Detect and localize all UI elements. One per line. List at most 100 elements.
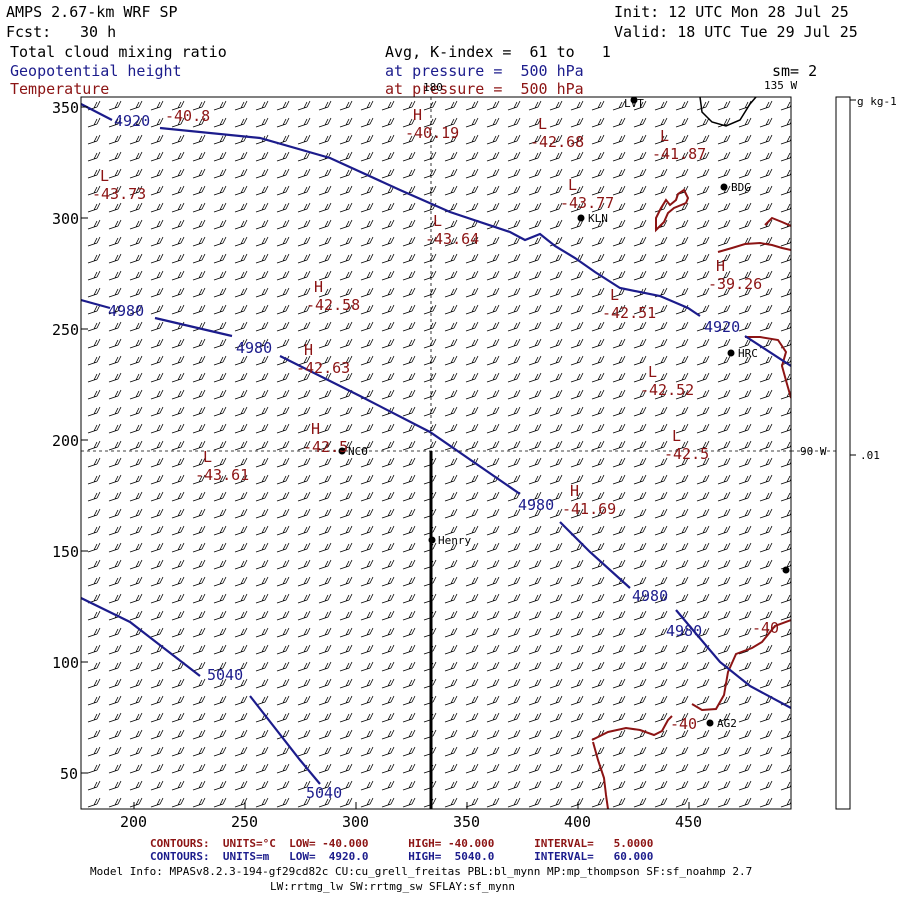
wind-barb <box>360 457 374 468</box>
wind-barb <box>171 508 185 519</box>
temp-high-marker: H <box>304 341 314 359</box>
wind-barb <box>423 321 437 332</box>
wind-barb <box>171 253 185 264</box>
wind-barb <box>486 355 500 366</box>
wind-barb <box>234 168 248 179</box>
wind-barb <box>297 236 311 247</box>
wind-barb <box>339 338 353 349</box>
wind-barb <box>255 746 269 757</box>
wind-barb <box>360 338 374 349</box>
wind-barb <box>150 202 164 213</box>
wind-barb <box>381 780 395 791</box>
wind-barb <box>696 287 710 298</box>
wind-barb <box>507 593 521 604</box>
wind-barb <box>612 729 626 740</box>
wind-barb <box>633 627 647 638</box>
wind-barb <box>255 338 269 349</box>
wind-barb <box>465 185 479 196</box>
wind-barb <box>423 117 437 128</box>
wind-barb <box>108 474 122 485</box>
wind-barb <box>696 712 710 723</box>
wind-barb <box>402 287 416 298</box>
wind-barb <box>549 678 563 689</box>
wind-barb <box>570 151 584 162</box>
wind-barb <box>360 423 374 434</box>
wind-barb <box>465 525 479 536</box>
wind-barb <box>213 593 227 604</box>
wind-barb <box>297 729 311 740</box>
wind-barb <box>612 134 626 145</box>
wind-barb <box>507 423 521 434</box>
wind-barb <box>360 202 374 213</box>
wind-barb <box>297 457 311 468</box>
wind-barb <box>87 525 101 536</box>
wind-barb <box>87 712 101 723</box>
wind-barb <box>612 508 626 519</box>
wind-barb <box>255 151 269 162</box>
wind-barb <box>444 423 458 434</box>
wind-barb <box>234 678 248 689</box>
wind-barb <box>528 457 542 468</box>
wind-barb <box>129 525 143 536</box>
wind-barb <box>654 389 668 400</box>
wind-barb <box>234 287 248 298</box>
wind-barb <box>318 338 332 349</box>
wind-barb <box>171 338 185 349</box>
wind-barb <box>255 644 269 655</box>
wind-barb <box>528 525 542 536</box>
wind-barb <box>171 304 185 315</box>
temp-high-marker: H <box>413 106 423 124</box>
wind-barb <box>759 202 773 213</box>
wind-barb <box>276 304 290 315</box>
wind-barb <box>507 474 521 485</box>
wind-barb <box>717 253 731 264</box>
wind-barb <box>255 321 269 332</box>
y-tick-200: 200 <box>52 432 80 450</box>
wind-barb <box>444 253 458 264</box>
wind-barb <box>759 270 773 281</box>
wind-barb <box>591 338 605 349</box>
wind-barb <box>171 202 185 213</box>
wind-barb <box>87 287 101 298</box>
wind-barb <box>318 661 332 672</box>
wind-barb <box>549 321 563 332</box>
wind-barb <box>108 304 122 315</box>
wind-barb <box>255 219 269 230</box>
wind-barb <box>696 304 710 315</box>
wind-barb <box>612 355 626 366</box>
wind-barb <box>591 151 605 162</box>
wind-barb <box>717 287 731 298</box>
wind-barb <box>528 559 542 570</box>
wind-barb <box>297 270 311 281</box>
model-title: AMPS 2.67-km WRF SP <box>6 3 178 21</box>
wind-barb <box>738 695 752 706</box>
wind-barb <box>255 287 269 298</box>
wind-barb <box>129 406 143 417</box>
wind-barb <box>612 151 626 162</box>
wind-barb <box>129 117 143 128</box>
wind-barb <box>696 440 710 451</box>
temp-low-marker: L <box>433 212 443 230</box>
wind-barb <box>654 185 668 196</box>
wind-barb <box>696 729 710 740</box>
wind-barb <box>675 678 689 689</box>
wind-barb <box>360 474 374 485</box>
wind-barb <box>654 763 668 774</box>
wind-barb <box>318 321 332 332</box>
wind-barb <box>213 321 227 332</box>
wind-barb <box>423 355 437 366</box>
wind-barb <box>192 729 206 740</box>
wind-barb <box>654 151 668 162</box>
wind-barb <box>591 287 605 298</box>
wind-barb <box>276 236 290 247</box>
wind-barb <box>486 457 500 468</box>
wind-barb <box>549 559 563 570</box>
wind-barb <box>591 219 605 230</box>
wind-barb <box>444 763 458 774</box>
wind-barb <box>129 304 143 315</box>
wind-barb <box>591 117 605 128</box>
wind-barb <box>402 355 416 366</box>
wind-barb <box>696 610 710 621</box>
wind-barb <box>549 372 563 383</box>
wind-barb <box>654 627 668 638</box>
